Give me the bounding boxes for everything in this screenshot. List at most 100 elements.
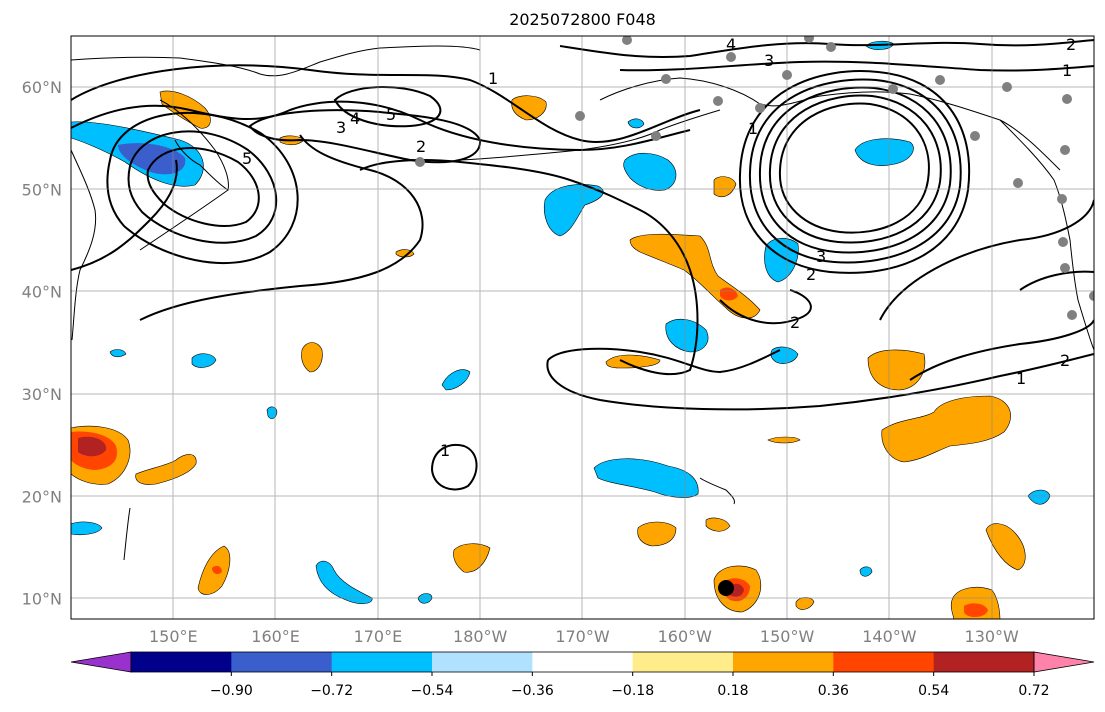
coast-bc xyxy=(999,119,1094,351)
longitude-labels: 150°E 160°E 170°E 180°W 170°W 160°W 150°W 140°W… xyxy=(149,627,1019,646)
station-dot xyxy=(1062,94,1072,104)
station-dot xyxy=(1067,310,1077,320)
pos-anomaly-mid-s-1 xyxy=(637,521,677,547)
colorbar-segment xyxy=(632,652,734,672)
lon-label-230: 130°W xyxy=(965,627,1020,646)
contour-label-15: 1 xyxy=(1016,369,1026,388)
coast-east-asia xyxy=(71,149,97,341)
lat-label-60: 60°N xyxy=(22,78,62,97)
pos-anomaly-aleutian xyxy=(511,95,547,121)
station-dot xyxy=(661,74,671,84)
station-dot xyxy=(1060,263,1070,273)
neg-anomaly-aleutian-1 xyxy=(543,184,604,237)
colorbar-tick-label: −0.36 xyxy=(511,683,554,699)
map-title: 2025072800 F048 xyxy=(509,10,656,29)
pos-anomaly-east-2 xyxy=(985,523,1026,571)
colorbar-segment xyxy=(231,652,333,672)
pos-anomaly-mid-s-2 xyxy=(705,517,731,532)
station-dot xyxy=(1058,237,1068,247)
pos-anomaly-east-3-core xyxy=(964,603,988,618)
colorbar: −0.90 −0.72 −0.54 −0.36 −0.18 0.18 0.36 0.54 0.7… xyxy=(70,651,1095,699)
neg-anomaly-aleutian-2 xyxy=(623,152,677,191)
neg-anomaly-mid-3 xyxy=(770,346,799,364)
lat-label-20: 20°N xyxy=(22,487,62,506)
contour-label-9: 2 xyxy=(1066,35,1076,54)
pos-anomaly-mid-2 xyxy=(867,349,926,391)
lon-label-210: 150°W xyxy=(760,627,815,646)
pos-anomaly-small-2 xyxy=(301,342,323,373)
map-panel: 1 2 3 4 5 5 3 4 2 1 3 2 2 2 1 1 1 xyxy=(71,35,1094,619)
contour-ridge-2 xyxy=(71,100,691,152)
neg-anomaly-west-2 xyxy=(315,560,373,604)
coast-marianas xyxy=(123,507,131,561)
pos-anomaly-sw-2 xyxy=(453,543,491,573)
colorbar-segment xyxy=(833,652,935,672)
station-dot xyxy=(1060,145,1070,155)
colorbar-tick-label: −0.18 xyxy=(611,683,654,699)
contour-label-16: 1 xyxy=(440,441,450,460)
station-dot xyxy=(970,131,980,141)
contour-small-1 xyxy=(430,444,478,491)
lon-label-180: 180°W xyxy=(453,627,508,646)
grid-lines xyxy=(71,36,1094,619)
lon-label-200: 160°W xyxy=(658,627,713,646)
latitude-labels: 60°N 50°N 40°N 30°N 20°N 10°N xyxy=(22,78,62,608)
colorbar-extend-low xyxy=(70,651,132,673)
contour-low-kamchatka-1 xyxy=(146,147,260,227)
contour-label-5: 5 xyxy=(386,105,396,124)
contour-low-gulf-1 xyxy=(778,102,930,234)
neg-anomaly-west-1 xyxy=(71,521,103,536)
contour-label-3: 3 xyxy=(336,118,346,137)
colorbar-segment xyxy=(532,652,634,672)
lat-label-40: 40°N xyxy=(22,283,62,302)
lat-label-30: 30°N xyxy=(22,385,62,404)
colorbar-segment xyxy=(331,652,433,672)
contour-label-8: 4 xyxy=(726,35,736,54)
station-dot xyxy=(713,96,723,106)
colorbar-tick-label: −0.54 xyxy=(411,683,454,699)
lon-label-220: 140°W xyxy=(862,627,917,646)
neg-anomaly-east-2 xyxy=(859,566,873,577)
pos-anomaly-dateline-w xyxy=(135,454,197,485)
neg-anomaly-east-1 xyxy=(1027,489,1051,505)
lon-label-160: 160°E xyxy=(251,627,300,646)
lon-label-150: 150°E xyxy=(149,627,198,646)
contour-lines xyxy=(71,39,1094,491)
colorbar-tick-label: 0.36 xyxy=(818,683,849,699)
neg-anomaly-small-1 xyxy=(627,118,645,129)
contour-label-1: 1 xyxy=(488,69,498,88)
contour-2-central xyxy=(359,159,699,376)
contour-label-14: 2 xyxy=(1060,351,1070,370)
pos-anomaly-gulf-1 xyxy=(713,176,737,197)
station-dot xyxy=(1013,178,1023,188)
station-dot xyxy=(622,36,632,45)
coast-kamchatka xyxy=(159,99,229,191)
coast-alaska xyxy=(599,77,1061,171)
lon-label-170: 170°E xyxy=(354,627,403,646)
coast-aleutians xyxy=(459,109,721,161)
pos-anomaly-mid-1 xyxy=(605,354,661,369)
station-dot xyxy=(804,36,814,43)
storm-center-marker xyxy=(718,580,734,596)
contour-label-4: 4 xyxy=(350,109,360,128)
contour-label-2: 2 xyxy=(416,137,426,156)
contour-east-2 xyxy=(909,319,1094,381)
station-dot xyxy=(888,84,898,94)
station-dot xyxy=(826,42,836,52)
station-dot xyxy=(1002,82,1012,92)
contour-label-7: 3 xyxy=(764,51,774,70)
colorbar-segment xyxy=(933,652,1035,672)
colorbar-frame xyxy=(130,651,1035,673)
station-markers xyxy=(415,36,1094,320)
contour-label-10: 1 xyxy=(1062,61,1072,80)
neg-anomaly-gulf xyxy=(854,138,914,166)
contour-ridge-1 xyxy=(71,64,701,143)
contour-high-2 xyxy=(248,109,482,164)
contour-low-kamchatka-2 xyxy=(127,130,278,244)
pos-anomaly-central xyxy=(629,233,761,319)
colorbar-tick-label: −0.90 xyxy=(210,683,253,699)
contour-1-central xyxy=(547,347,781,374)
colorbar-tick-label: −0.72 xyxy=(310,683,353,699)
pos-anomaly-small-3 xyxy=(795,597,815,610)
